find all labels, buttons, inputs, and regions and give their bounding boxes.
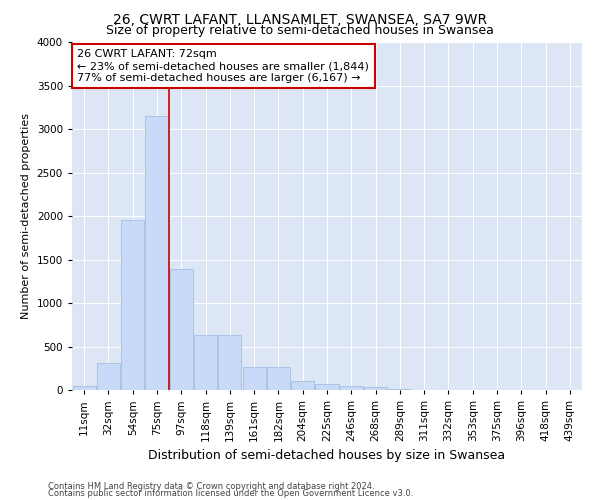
Bar [242,366,266,390]
Text: Contains HM Land Registry data © Crown copyright and database right 2024.: Contains HM Land Registry data © Crown c… [48,482,374,491]
Text: Size of property relative to semi-detached houses in Swansea: Size of property relative to semi-detach… [106,24,494,37]
Text: 26 CWRT LAFANT: 72sqm
← 23% of semi-detached houses are smaller (1,844)
77% of s: 26 CWRT LAFANT: 72sqm ← 23% of semi-deta… [77,50,369,82]
Bar [194,336,217,390]
Bar [73,386,95,390]
Bar [316,384,338,390]
Bar [170,269,193,390]
Bar [145,116,169,390]
Text: Contains public sector information licensed under the Open Government Licence v3: Contains public sector information licen… [48,489,413,498]
Bar [218,336,241,390]
Bar [388,389,412,390]
Bar [340,386,363,390]
Bar [121,220,144,390]
Bar [291,382,314,390]
X-axis label: Distribution of semi-detached houses by size in Swansea: Distribution of semi-detached houses by … [148,450,506,462]
Bar [364,386,387,390]
Bar [97,363,120,390]
Y-axis label: Number of semi-detached properties: Number of semi-detached properties [21,114,31,320]
Bar [267,368,290,390]
Text: 26, CWRT LAFANT, LLANSAMLET, SWANSEA, SA7 9WR: 26, CWRT LAFANT, LLANSAMLET, SWANSEA, SA… [113,12,487,26]
